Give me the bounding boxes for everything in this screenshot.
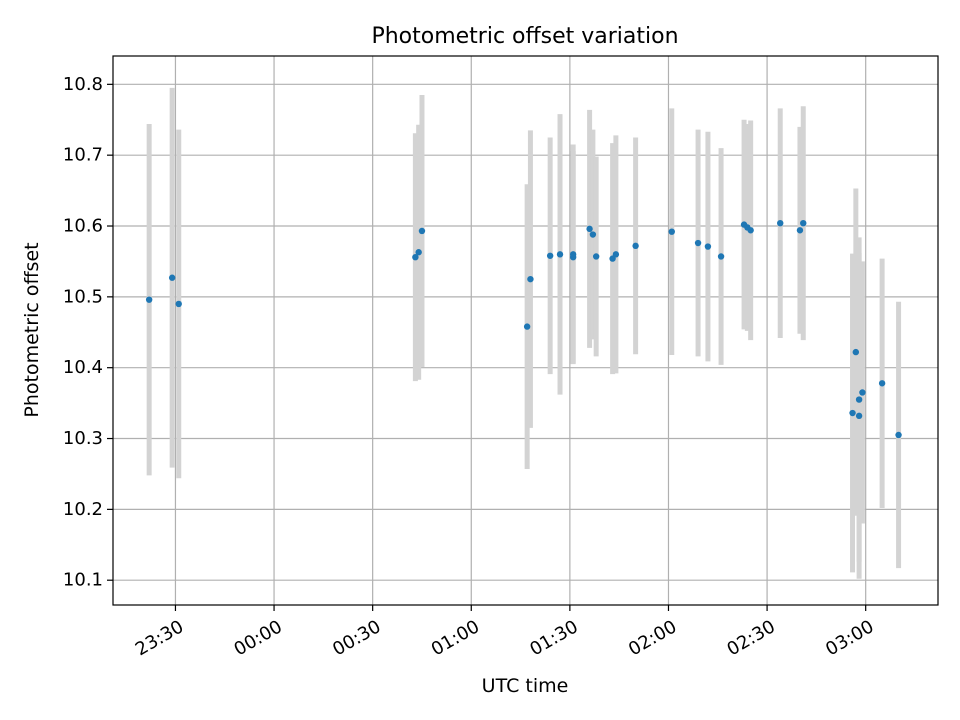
x-axis-label: UTC time (482, 675, 569, 697)
data-point (796, 227, 804, 234)
data-point (586, 225, 593, 233)
y-axis-label: Photometric offset (21, 242, 43, 417)
data-point (849, 409, 856, 417)
y-tick-label: 10.1 (63, 570, 103, 591)
data-point (855, 412, 863, 420)
y-tick-label: 10.7 (63, 145, 103, 166)
data-point (852, 348, 860, 356)
data-point (747, 227, 754, 234)
data-point (527, 275, 534, 283)
chart-title: Photometric offset variation (371, 24, 678, 49)
data-point (412, 253, 419, 261)
data-point (694, 239, 702, 247)
y-tick-label: 10.2 (63, 499, 103, 520)
y-axis-ticks: 10.1 10.2 10.3 10.4 10.5 10.6 10.7 10.8 (63, 74, 113, 591)
y-tick-label: 10.6 (63, 216, 103, 237)
data-point (175, 300, 182, 308)
data-point (704, 243, 712, 250)
data-point (855, 396, 863, 403)
y-tick-label: 10.3 (63, 428, 103, 449)
data-point (415, 249, 422, 256)
y-tick-label: 10.8 (63, 74, 103, 95)
data-point (418, 227, 426, 235)
data-point (777, 219, 784, 227)
data-point (592, 253, 600, 260)
data-point (523, 323, 531, 330)
data-point (612, 251, 620, 258)
data-point (717, 253, 725, 260)
data-point (878, 380, 886, 387)
data-point (589, 231, 597, 238)
data-point-layer (145, 219, 902, 439)
data-point (168, 274, 176, 281)
data-point (546, 252, 554, 259)
data-point (145, 296, 153, 303)
data-point (800, 219, 807, 227)
data-point (556, 251, 564, 258)
data-point (668, 228, 675, 235)
data-point (859, 389, 866, 396)
y-tick-label: 10.4 (63, 357, 103, 378)
data-point (895, 431, 902, 439)
y-tick-label: 10.5 (63, 286, 103, 307)
plot-area-frame (112, 55, 939, 606)
data-point (632, 242, 639, 250)
data-point (569, 251, 577, 258)
